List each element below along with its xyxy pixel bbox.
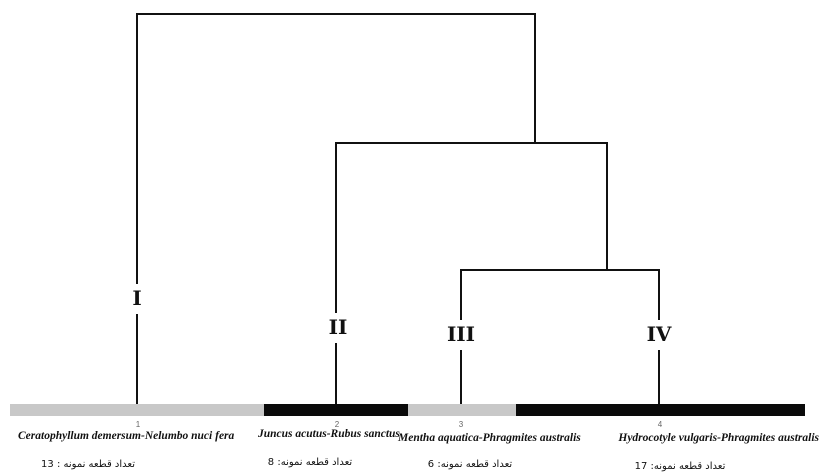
cluster-bar-segment-2 (264, 404, 408, 416)
group-labels: I II III IV (126, 284, 676, 350)
branch-iii-iv (460, 269, 660, 405)
sample-count-4: تعداد قطعه نمونه: 17 (635, 461, 726, 472)
species-label-1: Ceratophyllum demersum-Nelumbo nuci fera (18, 430, 235, 442)
species-label-2: Juncus acutus-Rubus sanctus (257, 428, 400, 440)
sample-count-1: تعداد قطعه نمونه : 13 (41, 459, 135, 470)
cluster-bar-segment-1 (10, 404, 264, 416)
group-number-1: 1 (136, 420, 141, 429)
group-label-iii: III (447, 322, 475, 346)
branch-ii-iii-iv (335, 142, 608, 405)
group-number-3: 3 (459, 420, 464, 429)
group-numbers: 1 2 3 4 (136, 420, 663, 429)
group-label-ii: II (329, 315, 348, 339)
group-number-4: 4 (658, 420, 663, 429)
group-number-2: 2 (335, 420, 340, 429)
species-labels: Ceratophyllum demersum-Nelumbo nuci fera… (18, 428, 820, 444)
sample-count-3: تعداد قطعه نمونه: 6 (428, 459, 513, 470)
cluster-bar-segment-3 (408, 404, 516, 416)
cluster-bar (10, 404, 805, 416)
group-label-iv: IV (647, 322, 672, 346)
species-label-4: Hydrocotyle vulgaris-Phragmites australi… (617, 432, 819, 444)
cluster-bar-segment-4 (516, 404, 805, 416)
dendrogram-branches (136, 13, 660, 405)
sample-counts: تعداد قطعه نمونه : 13 تعداد قطعه نمونه: … (41, 457, 726, 472)
group-label-i: I (132, 286, 141, 310)
species-label-3: Mentha aquatica-Phragmites australis (397, 432, 581, 444)
branch-root (136, 13, 536, 405)
sample-count-2: تعداد قطعه نمونه: 8 (268, 457, 353, 468)
